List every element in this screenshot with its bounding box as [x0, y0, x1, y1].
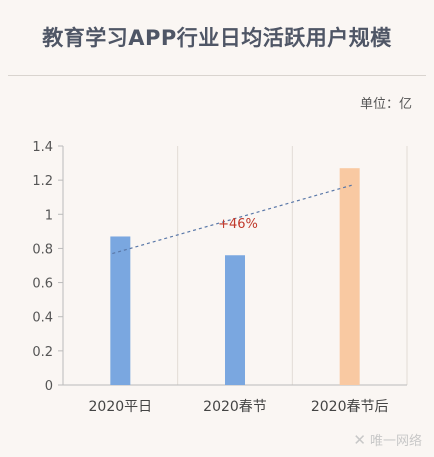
x-tick-label: 2020平日 — [89, 399, 153, 415]
watermark-logo-icon: ✕ — [353, 430, 366, 449]
title-divider — [8, 75, 426, 76]
y-tick-label: 0.2 — [32, 345, 53, 360]
y-tick-label: 0.8 — [32, 242, 53, 257]
bar — [110, 236, 131, 385]
watermark: ✕ 唯一网络 — [353, 430, 422, 450]
y-tick-label: 1 — [45, 208, 53, 223]
y-tick-label: 1.2 — [32, 174, 53, 189]
growth-annotation: +46% — [218, 217, 258, 232]
y-tick-label: 0 — [45, 379, 53, 394]
y-tick-label: 0.4 — [32, 311, 53, 326]
y-tick-label: 1.4 — [32, 140, 53, 155]
watermark-text: 唯一网络 — [369, 434, 422, 449]
bar — [225, 255, 245, 385]
y-tick-label: 0.6 — [32, 277, 53, 292]
unit-label: 单位：亿 — [359, 97, 412, 112]
x-tick-label: 2020春节后 — [311, 399, 389, 415]
chart-title: 教育学习APP行业日均活跃用户规模 — [42, 26, 392, 50]
x-tick-label: 2020春节 — [203, 399, 267, 415]
bar — [339, 168, 360, 385]
